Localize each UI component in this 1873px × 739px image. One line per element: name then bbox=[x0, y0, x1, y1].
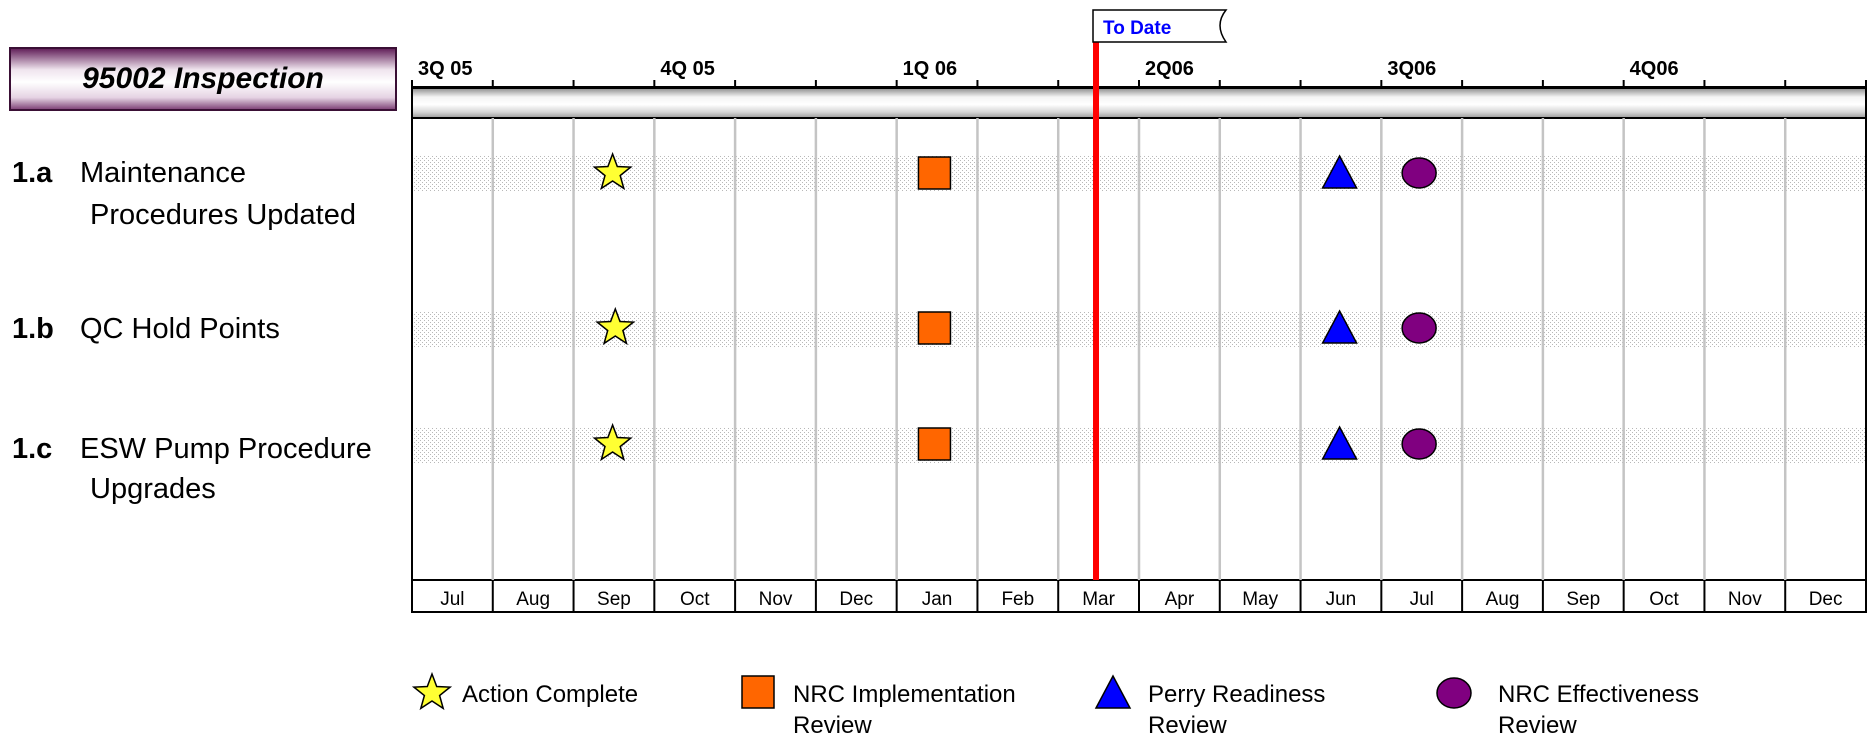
month-label: Feb bbox=[1001, 589, 1034, 610]
month-label: Dec bbox=[1809, 589, 1843, 610]
quarter-label: 2Q06 bbox=[1145, 58, 1194, 80]
month-label: Jul bbox=[1410, 589, 1434, 610]
legend-label: Action Complete bbox=[462, 681, 638, 708]
legend-label: NRC Effectiveness bbox=[1498, 681, 1699, 708]
legend-label: Review bbox=[1148, 712, 1227, 739]
month-label: Dec bbox=[839, 589, 873, 610]
row-label-line: QC Hold Points bbox=[80, 313, 280, 345]
legend-nrc-effectiveness-review-icon bbox=[1436, 677, 1472, 709]
row-label-line: Maintenance bbox=[80, 157, 246, 189]
month-label: Apr bbox=[1165, 589, 1195, 610]
month-label: Nov bbox=[1728, 589, 1762, 610]
timeline-bar bbox=[411, 87, 1867, 119]
month-label: Sep bbox=[1566, 589, 1600, 610]
action-complete-marker bbox=[595, 306, 636, 346]
quarter-label: 3Q 05 bbox=[418, 58, 472, 80]
legend-label: Review bbox=[793, 712, 872, 739]
month-label: Jun bbox=[1326, 589, 1357, 610]
month-label: May bbox=[1242, 589, 1278, 610]
legend-nrc-implementation-review-icon bbox=[741, 675, 775, 709]
row-id: 1.a bbox=[12, 157, 53, 189]
perry-readiness-review-marker bbox=[1321, 309, 1358, 344]
chart-title: 95002 Inspection bbox=[82, 62, 324, 95]
legend-action-complete-icon bbox=[411, 671, 453, 711]
month-label: Sep bbox=[597, 589, 631, 610]
month-label: Mar bbox=[1082, 589, 1115, 610]
month-label: Aug bbox=[516, 589, 550, 610]
month-label: Oct bbox=[1649, 589, 1679, 610]
nrc-implementation-review-marker bbox=[917, 156, 952, 190]
nrc-implementation-review-marker bbox=[917, 311, 952, 345]
to-date-label: To Date bbox=[1103, 18, 1171, 39]
action-complete-marker bbox=[592, 151, 633, 191]
quarter-label: 3Q06 bbox=[1387, 58, 1436, 80]
month-label: Jan bbox=[922, 589, 953, 610]
action-complete-marker bbox=[592, 422, 633, 462]
chart-title-box bbox=[9, 47, 397, 111]
nrc-implementation-review-marker bbox=[917, 427, 952, 461]
quarter-label: 4Q 05 bbox=[660, 58, 714, 80]
row-label-line: ESW Pump Procedure bbox=[80, 433, 372, 465]
legend-perry-readiness-review-icon bbox=[1094, 674, 1132, 709]
month-label: Jul bbox=[440, 589, 464, 610]
row-label-line: Procedures Updated bbox=[90, 199, 356, 231]
quarter-label: 4Q06 bbox=[1630, 58, 1679, 80]
legend-label: NRC Implementation bbox=[793, 681, 1016, 708]
legend-label: Perry Readiness bbox=[1148, 681, 1325, 708]
nrc-effectiveness-review-marker bbox=[1401, 428, 1437, 460]
perry-readiness-review-marker bbox=[1321, 425, 1358, 460]
nrc-effectiveness-review-marker bbox=[1401, 157, 1437, 189]
to-date-flag bbox=[1092, 9, 1228, 43]
month-label: Aug bbox=[1486, 589, 1520, 610]
row-id: 1.b bbox=[12, 313, 54, 345]
row-label-line: Upgrades bbox=[90, 473, 216, 505]
row-id: 1.c bbox=[12, 433, 52, 465]
nrc-effectiveness-review-marker bbox=[1401, 312, 1437, 344]
month-label: Oct bbox=[680, 589, 710, 610]
legend-label: Review bbox=[1498, 712, 1577, 739]
perry-readiness-review-marker bbox=[1321, 154, 1358, 189]
quarter-label: 1Q 06 bbox=[903, 58, 957, 80]
month-label: Nov bbox=[759, 589, 793, 610]
